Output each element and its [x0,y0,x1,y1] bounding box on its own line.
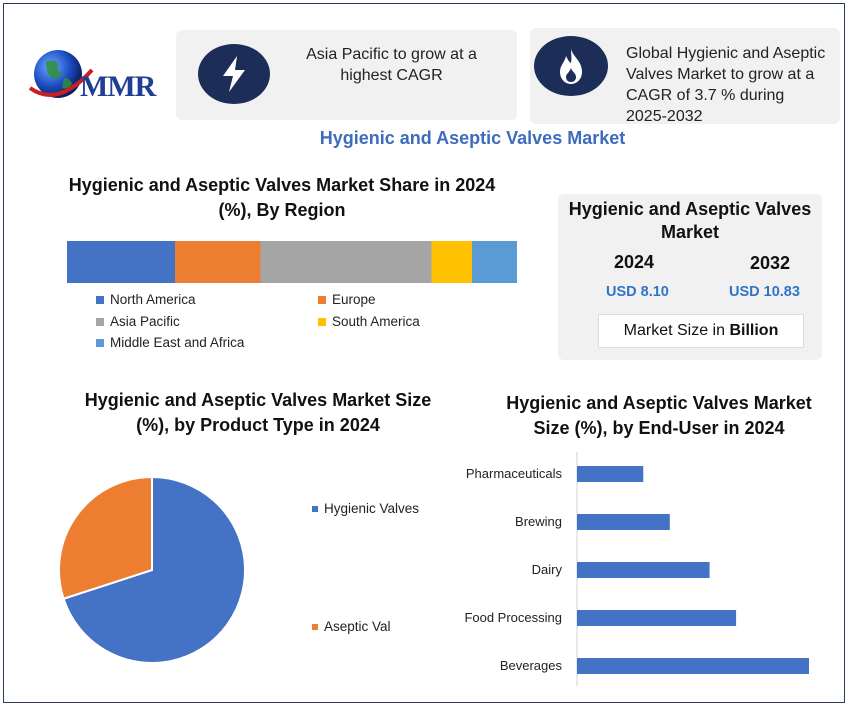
logo-text: MMR [80,70,156,103]
legend-swatch [96,338,104,347]
product-pie-chart [58,475,246,664]
value-2024: USD 8.10 [606,284,669,300]
enduser-bar-brewing [577,514,670,530]
enduser-bar-food-processing [577,610,737,626]
legend-swatch [96,295,104,304]
legend-swatch [318,317,326,326]
pie-slice-aseptic-val [58,475,153,600]
highlight-text-asia: Asia Pacific to grow at a highest CAGR [306,46,477,84]
year-2024-label: 2024 [614,252,655,272]
market-size-title: Hygienic and Aseptic Valves Market [568,199,812,242]
region-stacked-bar-chart [67,241,517,283]
globe-icon [28,50,94,98]
brand-logo: MMR [22,36,162,116]
enduser-category-label: Beverages [499,658,562,673]
flame-icon [534,36,608,96]
pie-slice-hygienic-valves [62,475,246,664]
legend-label: Europe [332,292,376,307]
region-segment-middle-east-and-africa [472,241,517,283]
enduser-category-label: Dairy [531,562,562,577]
unit-bold: Billion [729,322,779,339]
unit-prefix: Market Size in [623,322,730,339]
legend-label: Aseptic Val [324,619,391,634]
enduser-bar-beverages [577,658,809,674]
highlight-card-asia: Asia Pacific to grow at a highest CAGR [176,30,517,120]
region-segment-asia-pacific [260,241,432,283]
outer-frame [3,3,845,703]
legend-label: South America [332,314,420,329]
legend-item-europe: Europe [318,292,376,307]
legend-swatch [318,295,326,304]
highlight-text-cagr: Global Hygienic and Aseptic Valves Marke… [626,45,826,125]
legend-item-middle-east-africa: Middle East and Africa [96,335,244,350]
page-title: Hygienic and Aseptic Valves Market [319,128,626,148]
year-2032-label: 2032 [750,253,791,273]
legend-item-aseptic-valves: Aseptic Val [312,619,391,634]
enduser-category-label: Pharmaceuticals [465,466,562,481]
product-chart-title: Hygienic and Aseptic Valves Market Size … [84,390,432,435]
region-chart-title: Hygienic and Aseptic Valves Market Share… [68,175,496,220]
market-size-card: Hygienic and Aseptic Valves Market 2024 … [558,194,822,360]
legend-swatch [312,623,318,630]
enduser-category-label: Brewing [515,514,562,529]
enduser-bars [576,452,809,686]
legend-swatch [96,317,104,326]
region-segment-europe [175,241,261,283]
enduser-bar-chart: Pharmaceuticals Brewing Dairy Food Processi… [412,450,832,690]
legend-label: Hygienic Valves [324,501,420,516]
legend-label: Asia Pacific [110,314,180,329]
value-2032: USD 10.83 [729,284,800,300]
region-segment-north-america [67,241,175,283]
legend-item-north-america: North America [96,292,196,307]
highlight-card-cagr: Global Hygienic and Aseptic Valves Marke… [530,28,840,125]
region-segment-south-america [431,241,472,283]
legend-item-hygienic-valves: Hygienic Valves [312,501,419,516]
enduser-bar-pharmaceuticals [577,466,644,482]
legend-item-asia-pacific: Asia Pacific [96,314,180,329]
legend-swatch [312,505,318,512]
lightning-icon [198,44,270,104]
enduser-chart-title: Hygienic and Aseptic Valves Market Size … [506,393,812,438]
market-size-unit: Market Size in Billion [598,314,804,348]
region-legend: North America Europe Asia Pacific South … [96,292,516,352]
enduser-bar-dairy [577,562,710,578]
legend-label: North America [110,292,196,307]
enduser-category-label: Food Processing [464,610,562,625]
legend-label: Middle East and Africa [110,335,245,350]
legend-item-south-america: South America [318,314,420,329]
